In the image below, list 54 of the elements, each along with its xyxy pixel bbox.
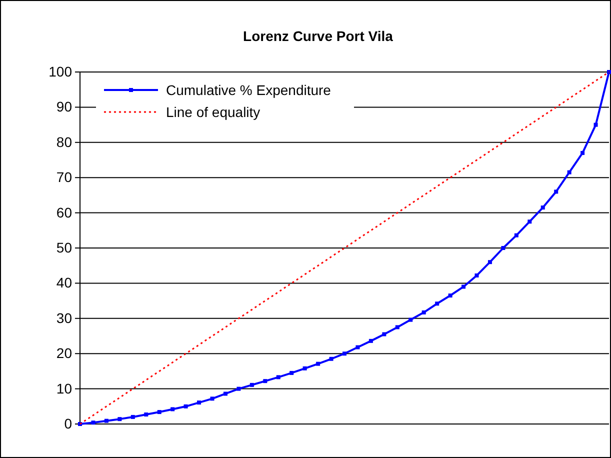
point <box>514 233 518 238</box>
point <box>342 352 346 356</box>
y-tick-label: 10 <box>56 380 72 396</box>
point <box>210 396 214 401</box>
point <box>368 338 373 343</box>
point <box>567 170 572 174</box>
y-tick-label: 40 <box>56 274 72 291</box>
chart-title: Lorenz Curve Port Vila <box>243 28 394 44</box>
point <box>474 273 479 278</box>
point <box>104 418 108 423</box>
point <box>118 417 122 422</box>
legend-label: Cumulative % Expenditure <box>166 82 332 98</box>
point <box>554 190 558 194</box>
y-tick-label: 60 <box>56 204 72 220</box>
legend-label: Line of equality <box>166 104 260 120</box>
y-tick-label: 100 <box>48 63 72 80</box>
point <box>91 420 96 425</box>
y-tick-label: 0 <box>64 415 72 432</box>
point <box>540 206 545 210</box>
point <box>395 325 400 330</box>
point <box>488 260 492 264</box>
point <box>223 392 228 396</box>
point <box>594 122 598 127</box>
point <box>501 246 506 250</box>
point <box>422 310 426 314</box>
point <box>170 407 175 412</box>
point <box>316 362 320 366</box>
point <box>263 379 268 384</box>
point <box>290 370 294 375</box>
point <box>157 410 162 414</box>
y-tick-label: 80 <box>56 134 72 150</box>
point <box>184 404 188 408</box>
y-tick-label: 70 <box>56 169 72 186</box>
point <box>435 302 440 306</box>
point <box>250 382 254 387</box>
point <box>329 356 334 361</box>
point <box>276 375 280 380</box>
point <box>382 332 386 336</box>
point <box>607 70 611 74</box>
point <box>144 412 148 416</box>
point <box>130 414 135 419</box>
point <box>448 294 452 298</box>
point <box>236 386 241 391</box>
point <box>580 150 585 155</box>
point <box>356 345 360 350</box>
point <box>302 366 307 370</box>
y-tick-label: 90 <box>56 98 72 115</box>
point <box>462 284 466 289</box>
point <box>197 400 202 405</box>
point <box>408 318 413 322</box>
y-tick-label: 20 <box>56 345 72 362</box>
y-tick-label: 50 <box>56 239 72 256</box>
point <box>528 220 532 224</box>
y-tick-label: 30 <box>56 310 72 326</box>
